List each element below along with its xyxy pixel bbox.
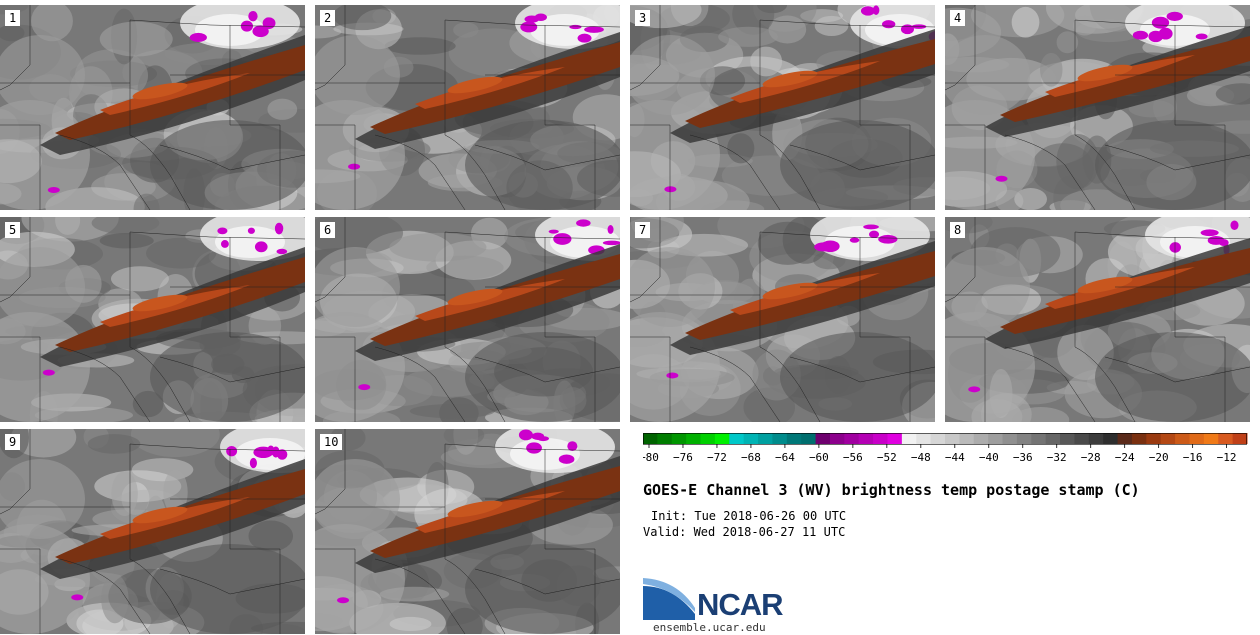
colorbar-swatch: [901, 433, 917, 444]
colorbar-swatch: [887, 433, 903, 444]
colorbar-swatch: [988, 433, 1004, 444]
colorbar-swatch: [1002, 433, 1018, 444]
colorbar-swatch: [758, 433, 773, 444]
colorbar-swatch: [959, 433, 975, 444]
colorbar-swatch: [729, 433, 745, 444]
panel-label: 5: [5, 222, 21, 238]
wv-map: [0, 5, 305, 210]
logo-url: ensemble.ucar.edu: [653, 621, 766, 634]
colorbar-swatch: [1175, 433, 1190, 444]
logo-text: NCAR: [697, 587, 784, 622]
colorbar-swatch: [1088, 433, 1104, 444]
wv-map: [0, 429, 305, 634]
colorbar-tick-label: −80: [643, 451, 659, 464]
panel-label: 1: [5, 10, 21, 26]
colorbar-swatch: [1218, 433, 1234, 444]
panel-10: 10: [315, 429, 620, 634]
wv-map: [0, 217, 305, 422]
panel-1: 1: [0, 5, 305, 210]
colorbar-swatch: [1103, 433, 1119, 444]
colorbar-swatch: [858, 433, 874, 444]
colorbar-tick-label: −52: [877, 451, 897, 464]
panel-4: 4: [945, 5, 1250, 210]
panel-2: 2: [315, 5, 620, 210]
colorbar-tick-label: −48: [911, 451, 931, 464]
colorbar-tick-label: −36: [1013, 451, 1033, 464]
colorbar-swatch: [700, 433, 716, 444]
colorbar-tick-label: −28: [1081, 451, 1101, 464]
figure-title: GOES-E Channel 3 (WV) brightness temp po…: [643, 481, 1140, 499]
panel-5: 5: [0, 217, 305, 422]
panel-label: 7: [635, 222, 651, 238]
colorbar-swatch: [1074, 433, 1090, 444]
colorbar-tick-label: −24: [1115, 451, 1135, 464]
colorbar-swatch: [930, 433, 946, 444]
colorbar-tick-label: −32: [1047, 451, 1067, 464]
panel-label: 3: [635, 10, 651, 26]
colorbar-tick-label: −20: [1149, 451, 1169, 464]
colorbar-swatch: [657, 433, 673, 444]
wv-map: [630, 217, 935, 422]
colorbar-tick-label: −68: [741, 451, 761, 464]
valid-time: Valid: Wed 2018-06-27 11 UTC: [643, 525, 846, 539]
colorbar-tick-label: −16: [1183, 451, 1203, 464]
colorbar-tick-label: −72: [707, 451, 727, 464]
colorbar-swatch: [829, 433, 845, 444]
colorbar-swatch: [873, 433, 888, 444]
panel-label: 10: [320, 434, 343, 450]
wv-map: [945, 5, 1250, 210]
colorbar-swatch: [1016, 433, 1032, 444]
wv-map: [315, 5, 620, 210]
wv-map: [630, 5, 935, 210]
colorbar-tick-label: −60: [809, 451, 829, 464]
colorbar-swatch: [786, 433, 802, 444]
colorbar-tick-label: −56: [843, 451, 863, 464]
panel-3: 3: [630, 5, 935, 210]
colorbar-swatch: [686, 433, 702, 444]
panel-label: 8: [950, 222, 966, 238]
colorbar-swatch: [671, 433, 687, 444]
colorbar-swatch: [1146, 433, 1162, 444]
colorbar-tick-label: −76: [673, 451, 693, 464]
panel-6: 6: [315, 217, 620, 422]
panel-7: 7: [630, 217, 935, 422]
colorbar-swatch: [945, 433, 960, 444]
wv-map: [315, 217, 620, 422]
ncar-logo-icon: [643, 578, 695, 620]
colorbar: −80 −76 −72 −68 −64 −60 −56 −52 −48 −44 −40 −36 −32 −…: [643, 433, 1248, 464]
colorbar-swatch: [1131, 433, 1147, 444]
colorbar-swatch: [714, 433, 730, 444]
colorbar-swatch: [1189, 433, 1205, 444]
panel-label: 4: [950, 10, 966, 26]
colorbar-swatch: [844, 433, 860, 444]
panel-8: 8: [945, 217, 1250, 422]
colorbar-swatch: [801, 433, 817, 444]
colorbar-swatch: [973, 433, 989, 444]
wv-map: [945, 217, 1250, 422]
panel-9: 9: [0, 429, 305, 634]
colorbar-swatch: [1160, 433, 1176, 444]
colorbar-swatch: [1045, 433, 1061, 444]
colorbar-swatch: [1117, 433, 1133, 444]
init-time: Init: Tue 2018-06-26 00 UTC: [651, 509, 847, 523]
colorbar-swatch: [1203, 433, 1219, 444]
colorbar-tick-label: −64: [775, 451, 795, 464]
panel-label: 9: [5, 434, 21, 450]
colorbar-swatch: [916, 433, 932, 444]
panel-label: 6: [320, 222, 336, 238]
colorbar-swatch: [1060, 433, 1075, 444]
colorbar-swatch: [1031, 433, 1047, 444]
colorbar-tick-label: −12: [1217, 451, 1237, 464]
panel-label: 2: [320, 10, 336, 26]
wv-map: [315, 429, 620, 634]
colorbar-swatch: [1232, 433, 1248, 444]
colorbar-tick-label: −40: [979, 451, 999, 464]
colorbar-swatch: [815, 433, 831, 444]
colorbar-swatch: [643, 433, 658, 444]
colorbar-tick-label: −44: [945, 451, 965, 464]
colorbar-swatch: [743, 433, 759, 444]
colorbar-swatch: [772, 433, 788, 444]
